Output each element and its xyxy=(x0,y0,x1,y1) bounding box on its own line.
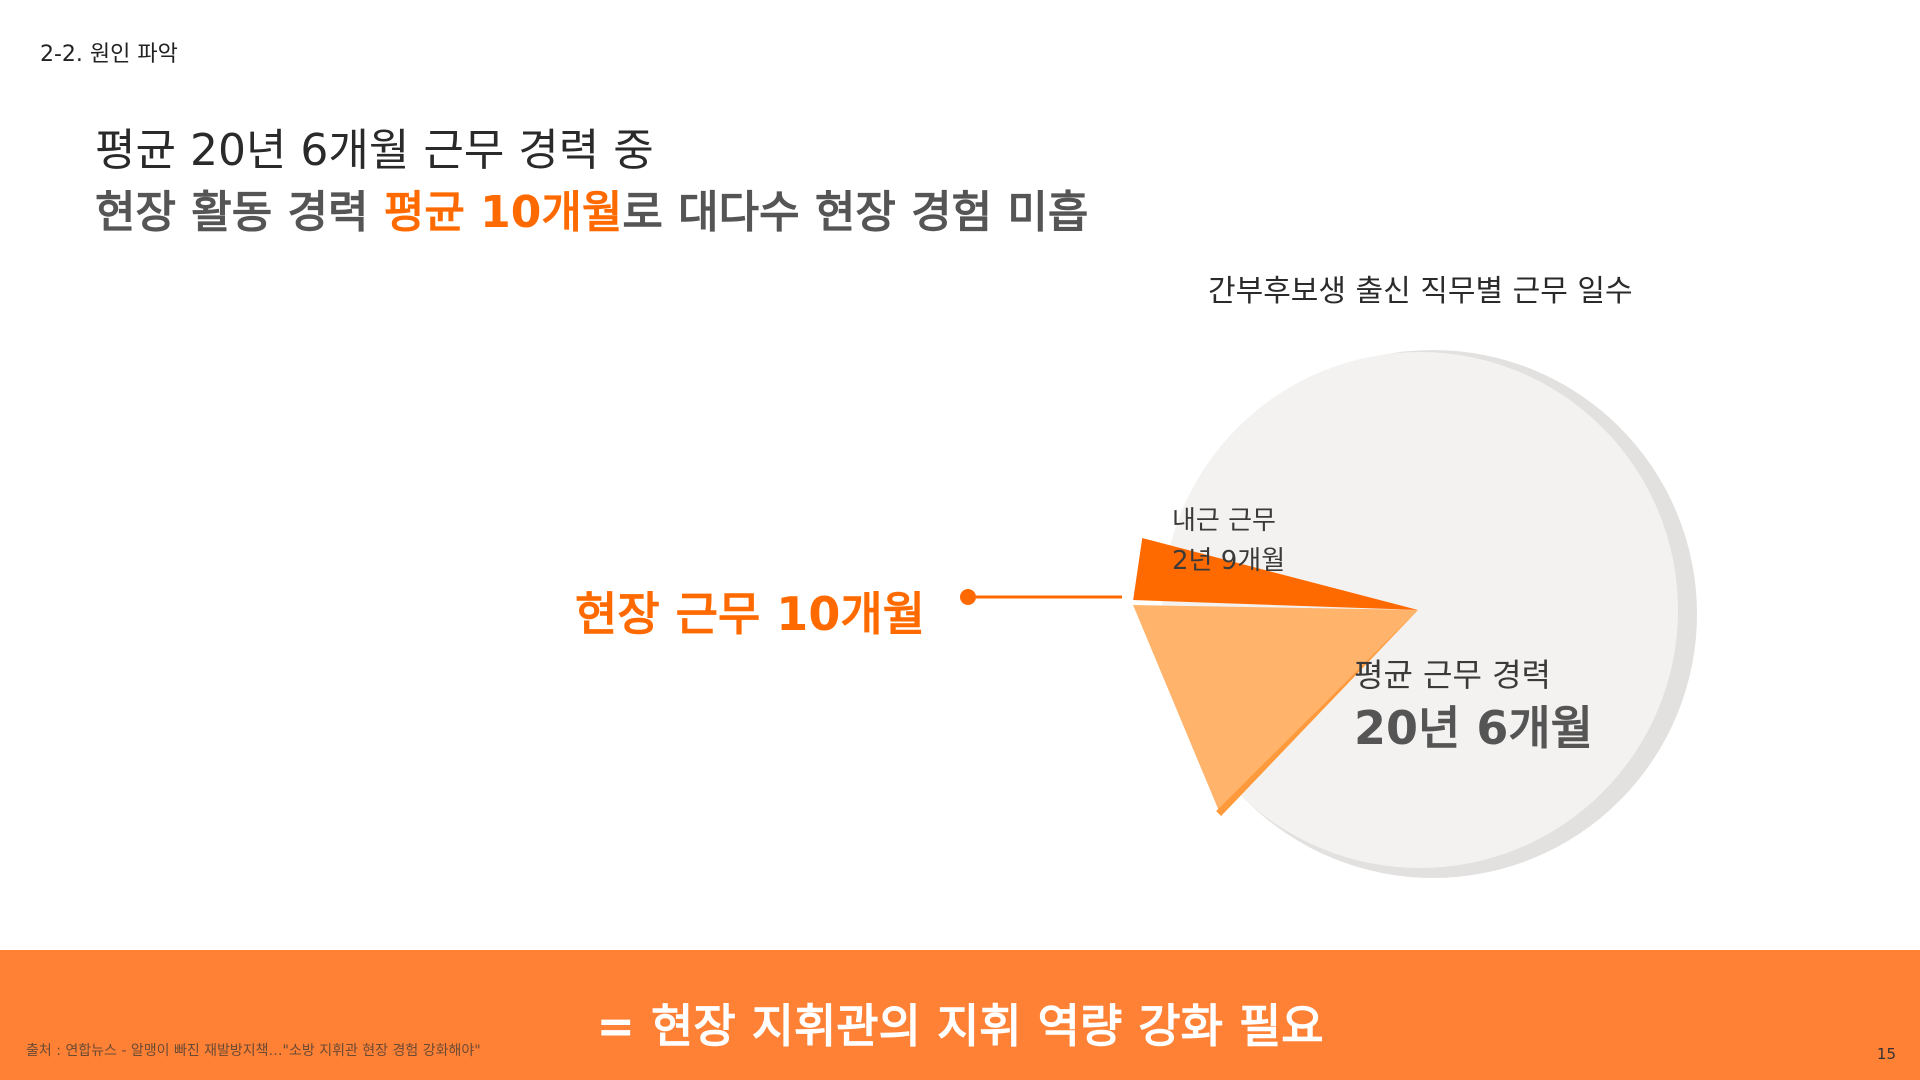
total-value: 20년 6개월 xyxy=(1354,701,1593,755)
conclusion-text: = 현장 지휘관의 지휘 역량 강화 필요 xyxy=(596,999,1324,1053)
callout-dot xyxy=(960,589,976,605)
field-callout-label: 현장 근무 10개월 xyxy=(575,587,925,641)
slice-office-name: 내근 근무 xyxy=(1172,506,1276,536)
headline-line-1: 평균 20년 6개월 근무 경력 중 xyxy=(95,125,654,176)
page-number: 15 xyxy=(1876,1045,1896,1063)
headline-line-2: 현장 활동 경력 평균 10개월로 대다수 현장 경험 미흡 xyxy=(95,176,1088,240)
conclusion-band xyxy=(0,950,1920,1080)
pie-slice-office-edge xyxy=(1216,610,1418,817)
headline-line-2-prefix: 현장 활동 경력 xyxy=(95,187,384,238)
pie-slice-office xyxy=(1133,605,1418,817)
slice-office-value: 2년 9개월 xyxy=(1172,546,1286,576)
chart-title: 간부후보생 출신 직무별 근무 일수 xyxy=(1208,274,1633,309)
pie-slice-field xyxy=(1133,537,1418,610)
headline-line-2-suffix: 로 대다수 현장 경험 미흡 xyxy=(622,187,1089,238)
source-note: 출처 : 연합뉴스 - 알맹이 빠진 재발방지책…"소방 지휘관 현장 경험 강… xyxy=(26,1043,481,1059)
headline-highlight: 평균 10개월 xyxy=(383,187,623,238)
section-label: 2-2. 원인 파악 xyxy=(40,42,178,67)
total-label: 평균 근무 경력 xyxy=(1354,656,1551,694)
